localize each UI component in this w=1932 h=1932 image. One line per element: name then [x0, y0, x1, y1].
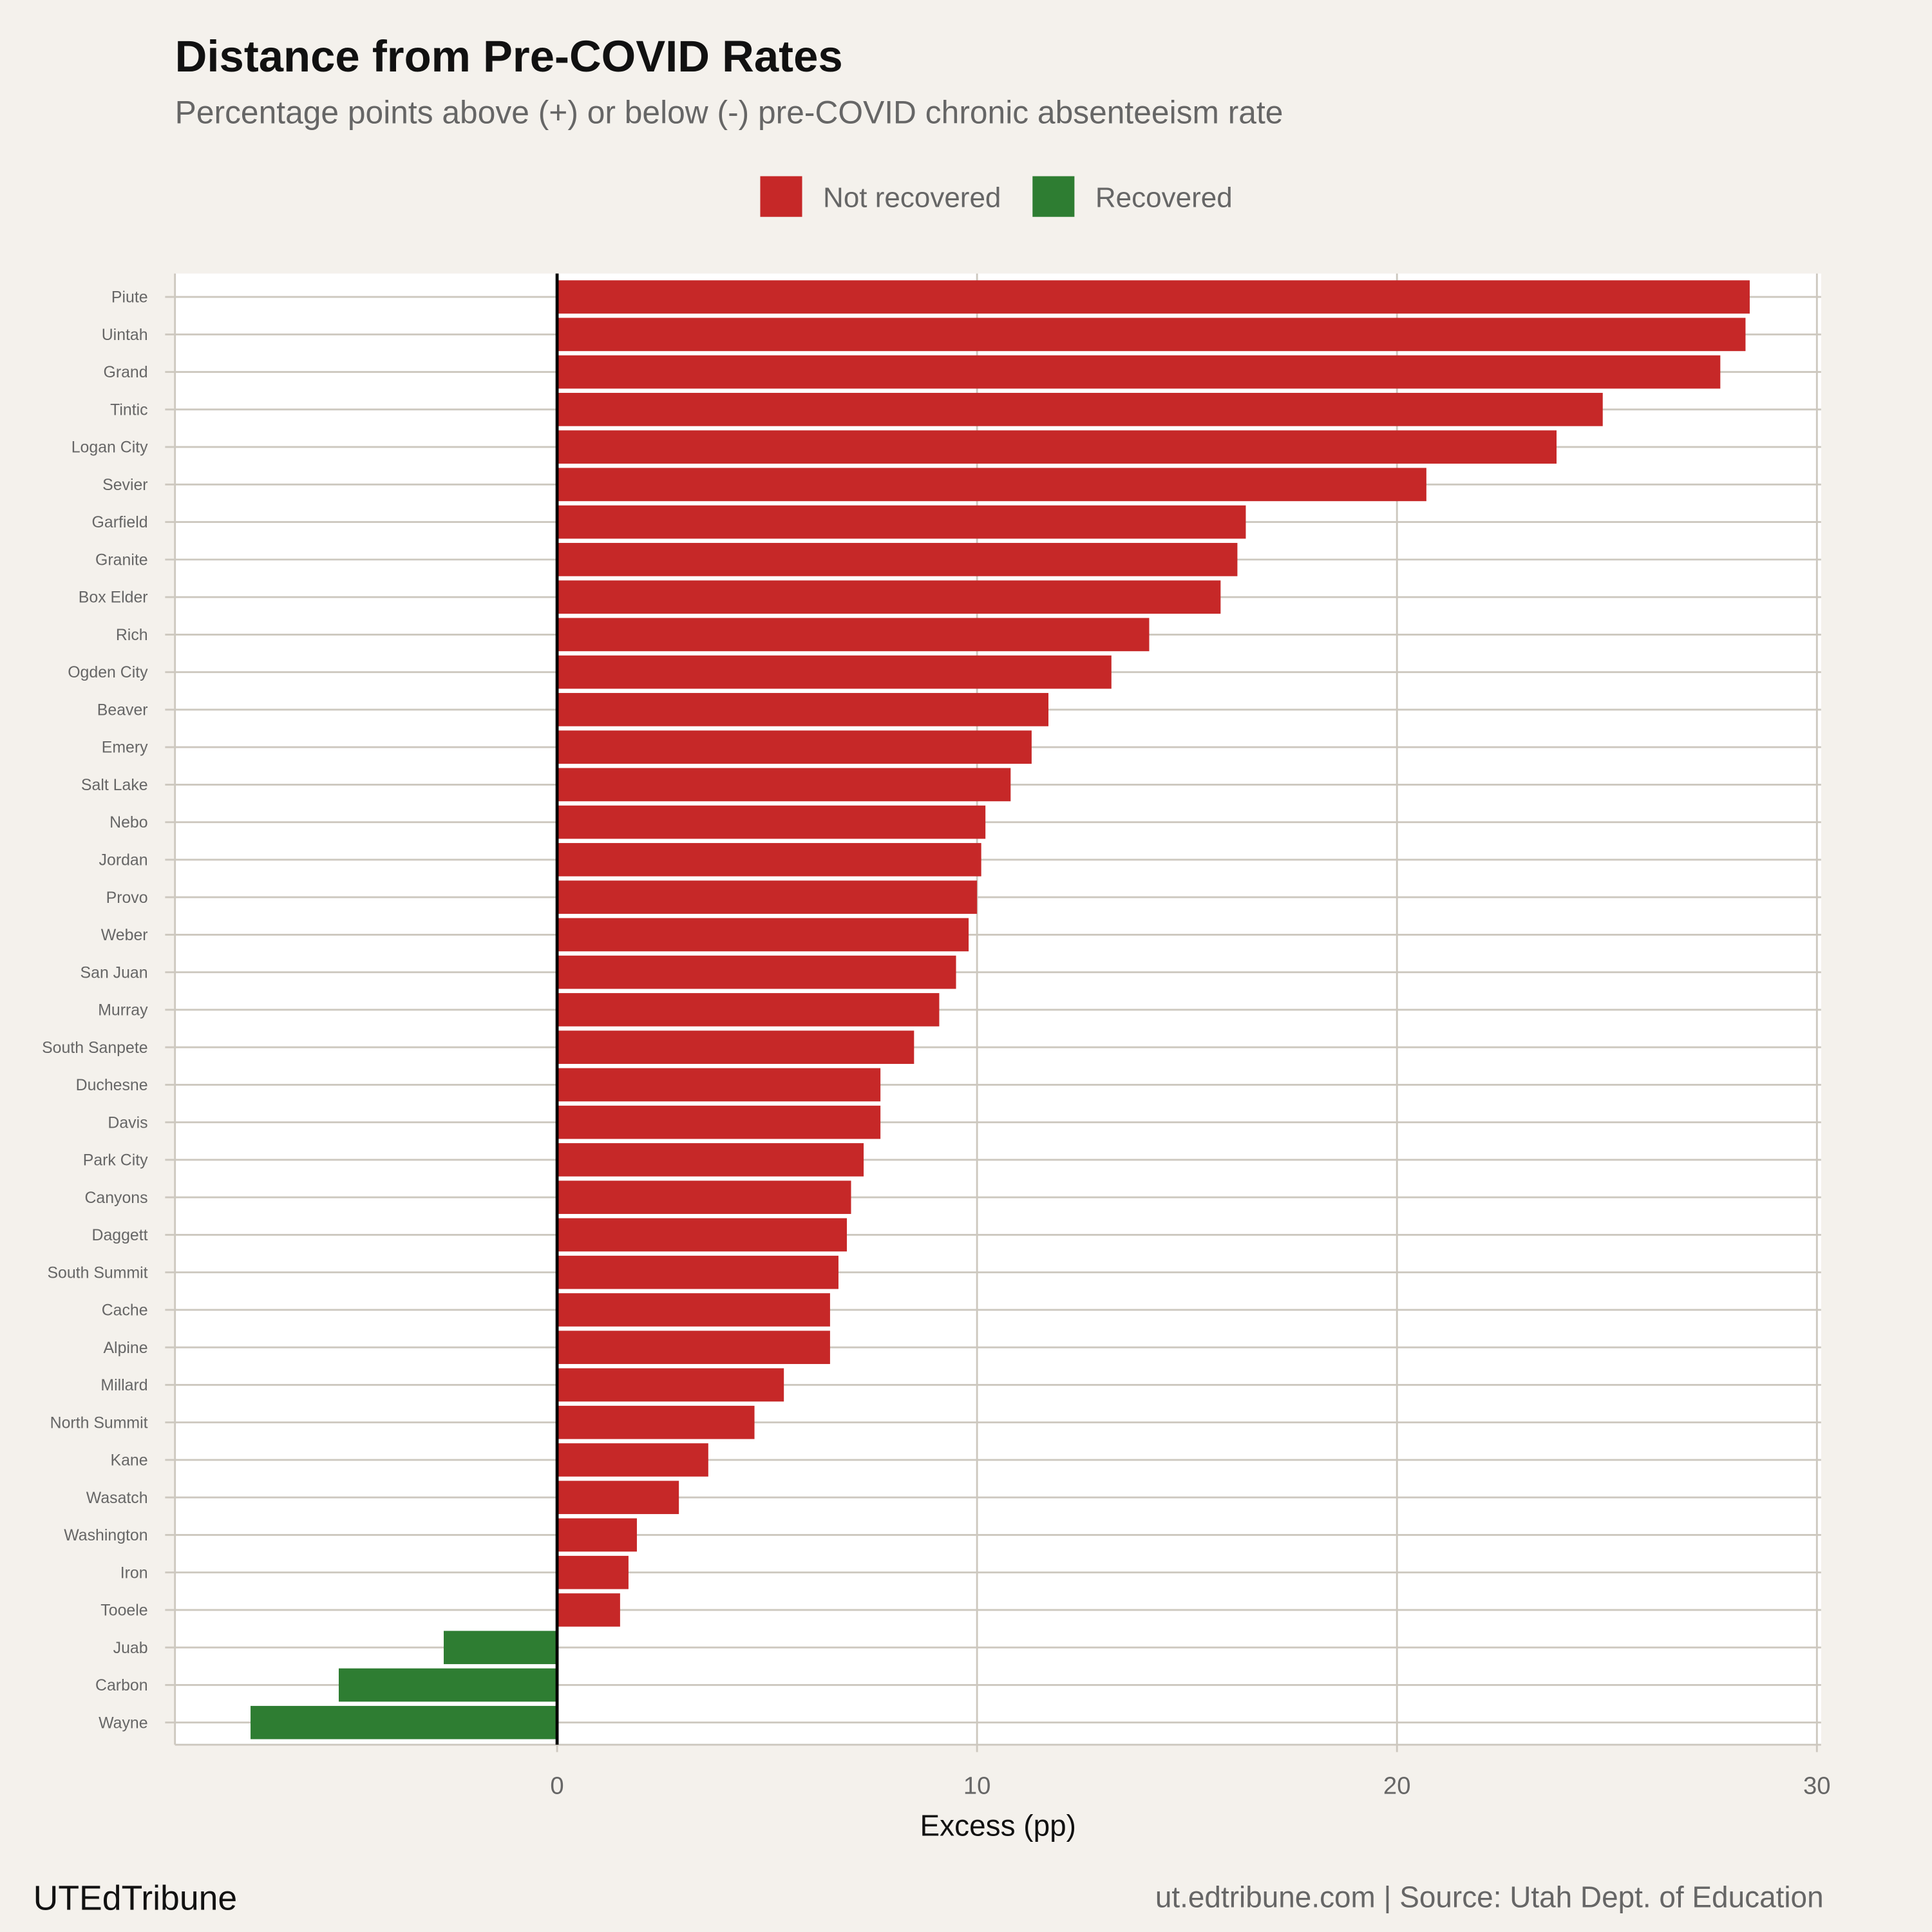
legend-swatch-not-recovered: [760, 176, 802, 217]
y-tick-label: Carbon: [95, 1676, 148, 1694]
bar-millard: [557, 1368, 784, 1402]
y-tick-label: Garfield: [92, 513, 148, 531]
y-tick-label: North Summit: [50, 1414, 148, 1432]
y-tick-label: Provo: [106, 889, 148, 907]
bar-carbon: [338, 1668, 558, 1702]
y-tick-label: Alpine: [103, 1339, 147, 1357]
y-tick-label: Nebo: [109, 813, 147, 831]
y-tick-label: Juab: [113, 1639, 148, 1657]
bar-granite: [557, 543, 1238, 576]
bar-south-summit: [557, 1255, 838, 1289]
bar-piute: [557, 280, 1750, 314]
bar-grand: [557, 355, 1721, 389]
bar-daggett: [557, 1218, 847, 1252]
y-tick-label: Grand: [103, 363, 147, 381]
bar-uintah: [557, 317, 1746, 352]
footer-brand: UTEdTribune: [33, 1880, 238, 1918]
y-tick-label: South Summit: [47, 1264, 147, 1282]
bar-davis: [557, 1105, 881, 1139]
y-tick-label: Iron: [120, 1564, 148, 1582]
y-tick-label: Jordan: [99, 851, 148, 869]
bar-wayne: [251, 1705, 558, 1739]
bar-kane: [557, 1443, 708, 1477]
bar-salt-lake: [557, 768, 1011, 802]
y-tick-label: Granite: [95, 551, 148, 569]
bar-canyons: [557, 1180, 851, 1215]
x-tick-label: 0: [550, 1772, 564, 1800]
bar-rich: [557, 618, 1150, 652]
y-tick-label: San Juan: [80, 963, 148, 981]
bar-jordan: [557, 843, 981, 876]
y-tick-label: Tooele: [100, 1602, 147, 1620]
y-tick-label: Cache: [102, 1302, 148, 1320]
y-tick-label: Wasatch: [86, 1489, 148, 1507]
chart-subtitle: Percentage points above (+) or below (-)…: [175, 94, 1283, 130]
bar-sevier: [557, 468, 1426, 502]
y-tick-label: Piute: [111, 289, 148, 307]
y-tick-label: Daggett: [92, 1226, 148, 1244]
y-tick-label: Emery: [102, 739, 148, 757]
bar-park-city: [557, 1143, 864, 1177]
bar-cache: [557, 1293, 830, 1327]
bar-box-elder: [557, 580, 1221, 614]
footer-source: ut.edtribune.com | Source: Utah Dept. of…: [1155, 1880, 1824, 1914]
legend: Not recovered Recovered: [760, 176, 1233, 217]
bar-iron: [557, 1555, 629, 1589]
y-tick-label: Kane: [111, 1452, 148, 1470]
y-tick-label: Tintic: [110, 401, 147, 419]
bar-san-juan: [557, 955, 956, 989]
bar-duchesne: [557, 1068, 881, 1102]
y-tick-label: Ogden City: [68, 663, 148, 681]
chart-title: Distance from Pre-COVID Rates: [175, 32, 843, 81]
x-tick-label: 20: [1383, 1772, 1411, 1800]
bar-north-summit: [557, 1405, 755, 1439]
bar-murray: [557, 993, 940, 1027]
y-tick-label: Salt Lake: [81, 776, 148, 794]
bar-weber: [557, 918, 969, 952]
y-tick-label: Park City: [83, 1151, 148, 1170]
legend-label-recovered: Recovered: [1095, 182, 1233, 213]
y-tick-label: South Sanpete: [42, 1039, 147, 1057]
y-tick-label: Murray: [98, 1001, 148, 1019]
y-tick-label: Weber: [101, 926, 148, 944]
y-tick-label: Logan City: [71, 439, 148, 457]
y-tick-label: Box Elder: [79, 589, 148, 607]
bar-alpine: [557, 1331, 830, 1365]
legend-swatch-recovered: [1032, 176, 1075, 217]
bar-wasatch: [557, 1481, 679, 1515]
bar-washington: [557, 1518, 637, 1552]
x-tick-label: 10: [963, 1772, 991, 1800]
bar-juab: [444, 1631, 558, 1665]
bar-garfield: [557, 505, 1246, 539]
bar-emery: [557, 730, 1032, 764]
y-tick-label: Duchesne: [76, 1076, 148, 1094]
bar-south-sanpete: [557, 1030, 914, 1065]
y-tick-label: Canyons: [84, 1189, 147, 1207]
bar-beaver: [557, 693, 1048, 726]
y-tick-label: Wayne: [99, 1714, 147, 1732]
y-tick-label: Sevier: [102, 476, 147, 494]
y-tick-label: Uintah: [102, 326, 148, 344]
bar-nebo: [557, 805, 986, 839]
bar-ogden-city: [557, 655, 1112, 689]
bar-tintic: [557, 393, 1603, 426]
y-tick-label: Millard: [100, 1376, 147, 1394]
bar-provo: [557, 880, 978, 914]
y-tick-label: Rich: [116, 626, 148, 644]
x-axis-label: Excess (pp): [920, 1809, 1076, 1842]
legend-label-not-recovered: Not recovered: [823, 182, 1001, 213]
y-tick-label: Beaver: [97, 701, 148, 719]
y-tick-label: Washington: [64, 1526, 147, 1544]
bar-logan-city: [557, 430, 1557, 464]
bar-tooele: [557, 1593, 620, 1627]
y-tick-label: Davis: [108, 1113, 147, 1132]
x-tick-label: 30: [1803, 1772, 1831, 1800]
